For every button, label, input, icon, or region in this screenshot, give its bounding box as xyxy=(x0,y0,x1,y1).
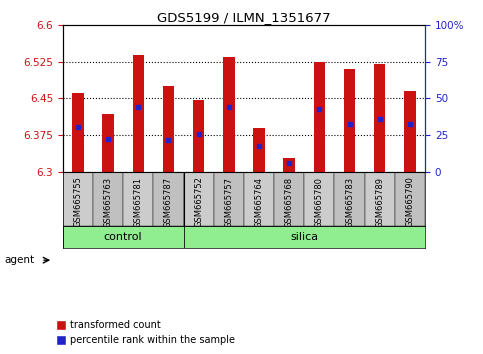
Text: GSM665757: GSM665757 xyxy=(224,177,233,228)
Bar xyxy=(93,172,123,227)
Bar xyxy=(365,172,395,227)
Bar xyxy=(63,227,184,248)
Text: GSM665764: GSM665764 xyxy=(255,177,264,228)
Bar xyxy=(344,69,355,172)
Bar xyxy=(63,172,93,227)
Bar xyxy=(284,158,295,172)
Bar xyxy=(223,57,235,172)
Bar xyxy=(184,172,213,227)
Text: control: control xyxy=(104,232,142,242)
Text: GSM665789: GSM665789 xyxy=(375,177,384,228)
Bar xyxy=(374,64,385,172)
Bar xyxy=(304,172,334,227)
Text: GSM665781: GSM665781 xyxy=(134,177,143,228)
Bar xyxy=(404,91,416,172)
Text: GSM665755: GSM665755 xyxy=(73,177,83,227)
Text: agent: agent xyxy=(5,255,35,265)
Text: GSM665787: GSM665787 xyxy=(164,177,173,228)
Bar xyxy=(72,93,84,172)
Legend: transformed count, percentile rank within the sample: transformed count, percentile rank withi… xyxy=(53,316,239,349)
Bar xyxy=(102,114,114,172)
Text: GSM665783: GSM665783 xyxy=(345,177,354,228)
Text: GSM665768: GSM665768 xyxy=(284,177,294,228)
Title: GDS5199 / ILMN_1351677: GDS5199 / ILMN_1351677 xyxy=(157,11,331,24)
Bar xyxy=(213,172,244,227)
Bar xyxy=(132,55,144,172)
Bar xyxy=(154,172,184,227)
Bar xyxy=(244,172,274,227)
Bar xyxy=(274,172,304,227)
Text: silica: silica xyxy=(290,232,318,242)
Bar xyxy=(253,128,265,172)
Text: GSM665752: GSM665752 xyxy=(194,177,203,227)
Bar xyxy=(395,172,425,227)
Bar xyxy=(123,172,154,227)
Bar xyxy=(163,86,174,172)
Bar xyxy=(193,100,204,172)
Text: GSM665780: GSM665780 xyxy=(315,177,324,228)
Text: GSM665790: GSM665790 xyxy=(405,177,414,227)
Bar xyxy=(334,172,365,227)
Bar xyxy=(313,62,325,172)
Bar xyxy=(184,227,425,248)
Text: GSM665763: GSM665763 xyxy=(103,177,113,228)
